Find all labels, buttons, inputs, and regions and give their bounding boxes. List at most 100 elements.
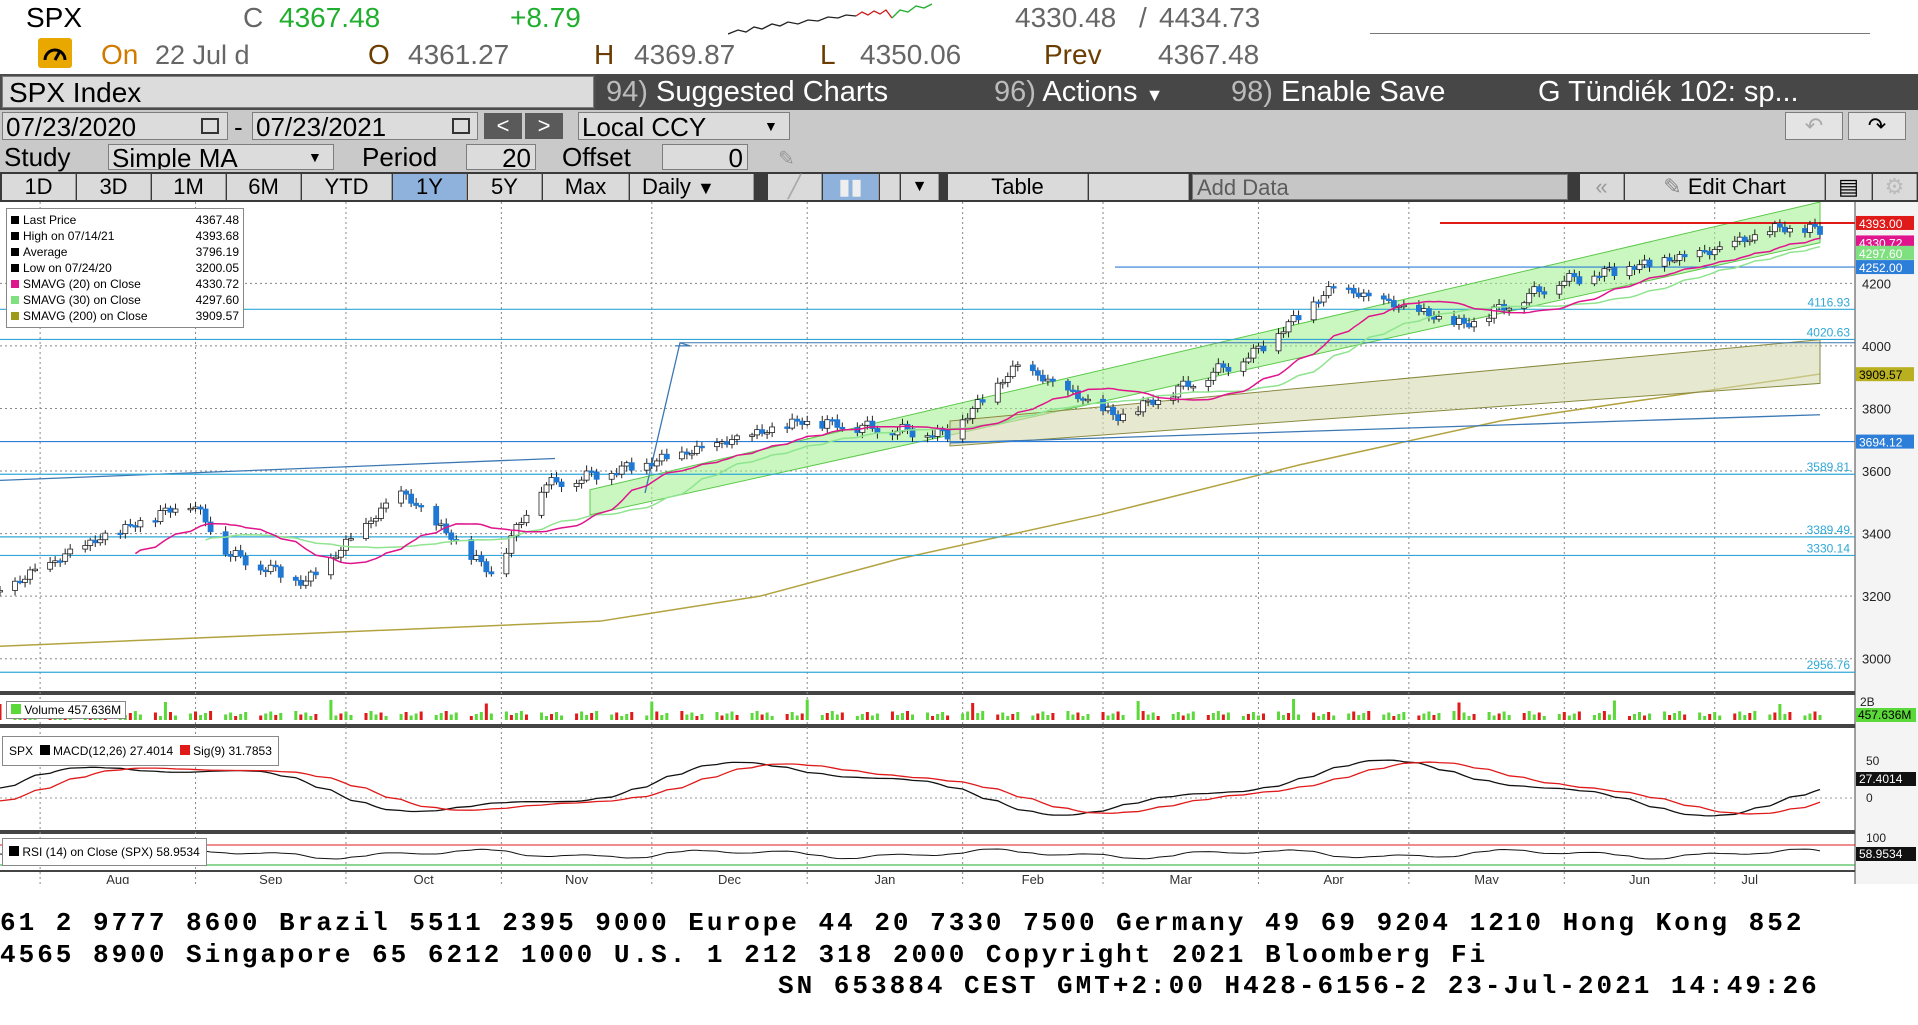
redo-button[interactable]: ↷ bbox=[1848, 112, 1906, 140]
price-chart[interactable]: Aug Sep Oct Nov Dec Jan Feb Mar Apr May Jun Jul 3000… bbox=[0, 201, 1918, 901]
pencil-icon[interactable]: ✎ bbox=[778, 148, 795, 170]
candle-body bbox=[729, 439, 735, 445]
candle-body bbox=[338, 549, 344, 558]
candle-body bbox=[277, 566, 284, 578]
candle-body bbox=[558, 481, 565, 488]
add-data-input[interactable]: Add Data bbox=[1192, 174, 1568, 200]
range-ytd-button[interactable]: YTD bbox=[302, 174, 392, 200]
volume-bar bbox=[1256, 715, 1260, 720]
volume-bar bbox=[895, 715, 899, 720]
range-1d-button[interactable]: 1D bbox=[2, 174, 76, 200]
range-1y-button[interactable]: 1Y bbox=[393, 174, 467, 200]
prev-period-button[interactable]: < bbox=[484, 113, 522, 139]
chevron-down-icon[interactable]: ▼ bbox=[901, 174, 939, 200]
volume-bar bbox=[1031, 715, 1035, 720]
candle-body bbox=[1250, 347, 1257, 359]
candlestick-icon[interactable]: ▮▮ bbox=[823, 174, 879, 200]
y-tick-label: 3000 bbox=[1862, 652, 1891, 667]
volume-bar bbox=[1367, 711, 1371, 720]
study-select[interactable]: Simple MA bbox=[108, 144, 334, 170]
candle-body bbox=[538, 491, 545, 516]
legend-value: 3200.05 bbox=[195, 261, 239, 275]
candle-body bbox=[232, 550, 239, 557]
legend-swatch-icon bbox=[11, 296, 19, 304]
volume-bar bbox=[1703, 716, 1707, 720]
candle-body bbox=[689, 453, 695, 456]
volume-bar bbox=[1297, 714, 1301, 720]
period-input[interactable]: 20 bbox=[466, 144, 536, 170]
range-low: 4330.48 bbox=[1015, 2, 1117, 33]
chart-name-menu[interactable]: G Tündiék 102: sp... bbox=[1512, 74, 1918, 110]
range-max-button[interactable]: Max bbox=[543, 174, 629, 200]
line-chart-icon[interactable]: ╱ bbox=[768, 174, 822, 200]
edit-chart-button[interactable]: ✎ Edit Chart bbox=[1625, 174, 1825, 200]
trendline bbox=[949, 414, 1821, 444]
candle-body bbox=[12, 580, 18, 591]
volume-bar bbox=[1718, 715, 1722, 720]
candle-body bbox=[508, 535, 515, 554]
volume-bar bbox=[1046, 715, 1050, 720]
x-tick-label: Jun bbox=[1629, 872, 1650, 884]
volume-bar bbox=[1397, 714, 1401, 720]
candle-body bbox=[1776, 223, 1783, 228]
range-5y-button[interactable]: 5Y bbox=[468, 174, 542, 200]
actions-menu[interactable]: 96) Actions ▼ bbox=[980, 74, 1232, 110]
enable-save-menu[interactable]: 98) Enable Save bbox=[1219, 74, 1523, 110]
start-date-input[interactable]: 07/23/2020 bbox=[2, 112, 228, 140]
prev-price: 4367.48 bbox=[1158, 39, 1260, 70]
candle-body bbox=[1591, 275, 1598, 285]
volume-bar bbox=[825, 713, 829, 720]
calendar-icon[interactable] bbox=[452, 118, 470, 134]
gear-icon[interactable]: ⚙ bbox=[1873, 174, 1917, 200]
range-6m-button[interactable]: 6M bbox=[227, 174, 301, 200]
candle-body bbox=[167, 507, 174, 513]
ticker-line-1: 61 2 9777 8600 Brazil 5511 2395 9000 Eur… bbox=[0, 908, 1805, 938]
volume-bar bbox=[264, 713, 268, 720]
candle-body bbox=[1741, 236, 1748, 243]
volume-bar bbox=[1387, 712, 1391, 720]
volume-bar bbox=[800, 713, 804, 720]
candle-body bbox=[102, 532, 109, 541]
candle-body bbox=[1029, 364, 1036, 372]
candle-body bbox=[1421, 308, 1427, 312]
chart-area[interactable]: Aug Sep Oct Nov Dec Jan Feb Mar Apr May Jun Jul 3000… bbox=[0, 201, 1918, 901]
level-label: 3589.81 bbox=[1807, 460, 1851, 474]
legend-label-text: SMAVG (30) on Close bbox=[23, 293, 141, 307]
next-period-button[interactable]: > bbox=[525, 113, 563, 139]
volume-bar bbox=[0, 704, 2, 720]
macd-value: 27.4014 bbox=[129, 744, 174, 758]
candle-body bbox=[1240, 361, 1247, 372]
candle-body bbox=[192, 506, 199, 509]
table-button[interactable]: Table bbox=[948, 174, 1088, 200]
volume-bar bbox=[1487, 712, 1491, 720]
candle-body bbox=[1120, 413, 1126, 421]
chevron-down-icon[interactable]: ▼ bbox=[764, 118, 778, 134]
enable-save-num: 98) bbox=[1231, 76, 1273, 108]
volume-bar bbox=[138, 714, 142, 720]
volume-axis-label: 2B bbox=[1860, 695, 1875, 709]
security-field[interactable]: SPX Index bbox=[2, 76, 594, 108]
suggested-charts-menu[interactable]: 94) Suggested Charts bbox=[596, 74, 988, 110]
legend-row: Last Price 4367.48 bbox=[11, 212, 239, 228]
frequency-select[interactable]: Daily ▼ bbox=[630, 174, 754, 200]
double-chevron-left-icon[interactable]: « bbox=[1580, 174, 1624, 200]
candle-body bbox=[227, 553, 234, 557]
candle-body bbox=[1320, 295, 1327, 303]
calendar-icon[interactable] bbox=[201, 118, 219, 134]
speedometer-icon[interactable] bbox=[38, 38, 72, 68]
close-label: C bbox=[243, 2, 264, 33]
undo-button[interactable]: ↶ bbox=[1785, 112, 1843, 140]
end-date-input[interactable]: 07/23/2021 bbox=[252, 112, 478, 140]
offset-input[interactable]: 0 bbox=[662, 144, 748, 170]
candle-body bbox=[272, 564, 279, 568]
volume-bar bbox=[1246, 714, 1250, 720]
candle-body bbox=[608, 472, 615, 480]
volume-bar bbox=[1768, 714, 1772, 720]
range-3d-button[interactable]: 3D bbox=[77, 174, 151, 200]
currency-select[interactable]: Local CCY bbox=[578, 112, 790, 140]
chevron-down-icon[interactable]: ▼ bbox=[308, 149, 322, 165]
candle-body bbox=[242, 555, 249, 566]
chart-settings-icon[interactable]: ▤ bbox=[1826, 174, 1872, 200]
range-1m-button[interactable]: 1M bbox=[152, 174, 226, 200]
candle-body bbox=[1044, 378, 1051, 382]
